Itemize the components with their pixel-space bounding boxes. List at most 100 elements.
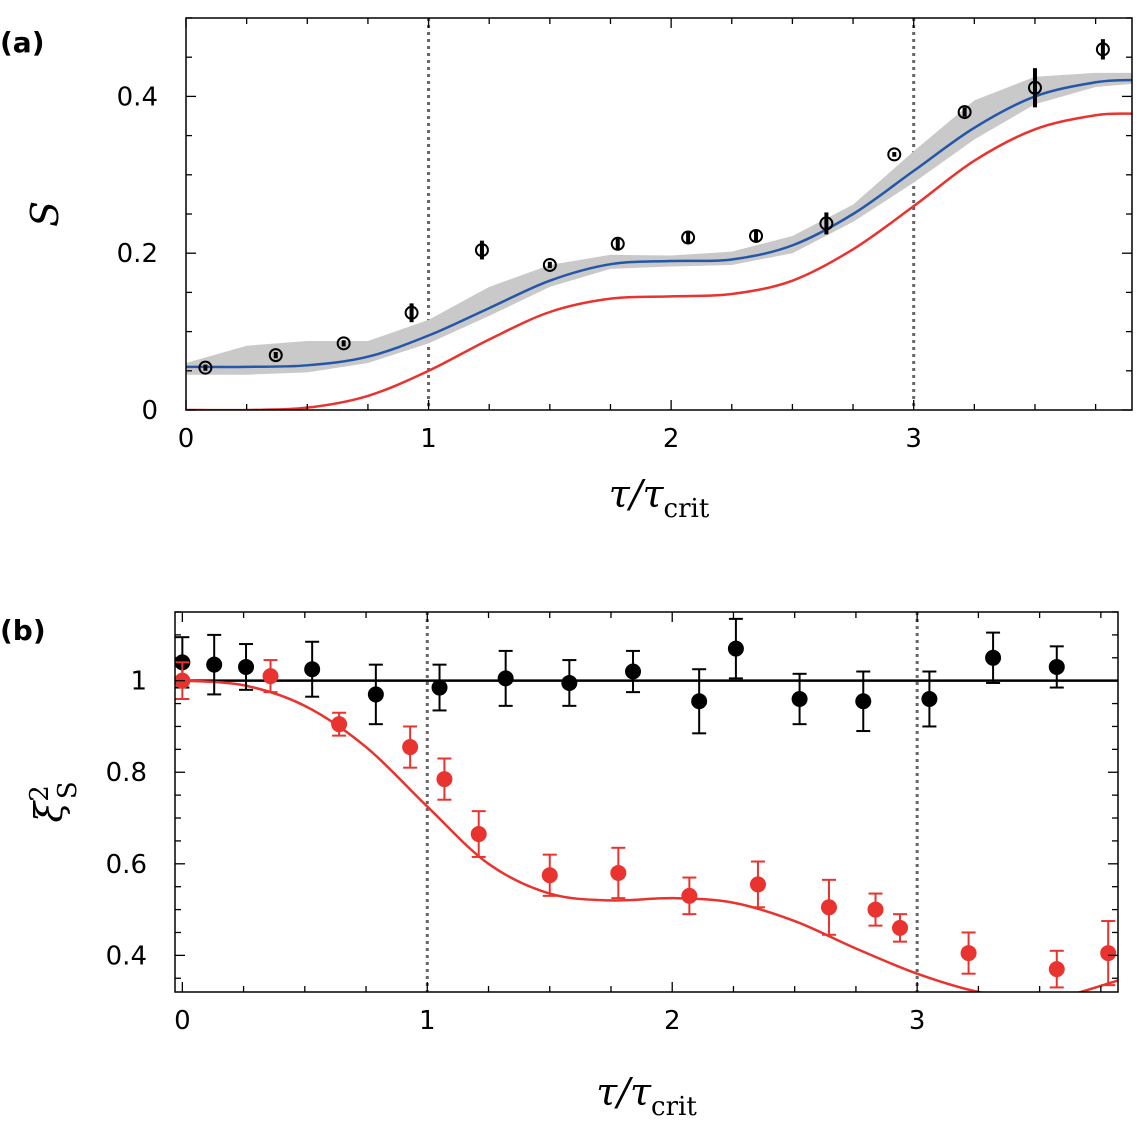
marker [610, 864, 627, 881]
data-point-red [820, 878, 837, 936]
data-point-red [402, 725, 419, 769]
marker [367, 686, 384, 703]
data-point-open [957, 105, 972, 120]
y-tick-label: 0.4 [117, 82, 158, 112]
theory-curve-blue [186, 78, 1132, 369]
data-point-red [331, 711, 348, 737]
marker [436, 771, 453, 788]
y-tick-label: 0 [141, 396, 158, 426]
marker [1048, 658, 1065, 675]
data-point-red [610, 846, 627, 900]
marker [474, 243, 489, 258]
marker [262, 668, 279, 685]
data-point-red [960, 931, 977, 975]
data-point-red [1048, 949, 1065, 989]
y-tick-label: 0.6 [106, 850, 147, 880]
marker [431, 679, 448, 696]
x-tick-label: 0 [178, 424, 195, 454]
data-point-open [336, 336, 351, 351]
marker [561, 674, 578, 691]
x-tick-label: 1 [420, 424, 437, 454]
marker [331, 716, 348, 733]
data-point-open [268, 348, 283, 363]
panel-label: (b) [0, 614, 46, 647]
data-point-open [819, 212, 834, 235]
data-point-red [681, 876, 698, 916]
data-point-open [1027, 68, 1042, 108]
panel-label: (a) [0, 26, 45, 59]
data-point-black [791, 672, 808, 726]
marker [541, 867, 558, 884]
marker [921, 690, 938, 707]
y-tick-label: 1 [130, 667, 147, 697]
plot-area [175, 612, 1118, 992]
theory-uncertainty-band [186, 72, 1132, 375]
marker [542, 257, 557, 272]
data-point-open [749, 228, 764, 243]
marker [304, 661, 321, 678]
marker [791, 690, 808, 707]
y-axis-title: S [23, 201, 67, 227]
marker [820, 899, 837, 916]
data-point-open [610, 236, 625, 251]
marker [892, 919, 909, 936]
marker [470, 826, 487, 843]
data-point-black [497, 649, 514, 707]
data-point-black [985, 631, 1002, 684]
data-point-black [1048, 645, 1065, 689]
marker [855, 693, 872, 710]
data-point-black [206, 633, 223, 696]
marker [749, 228, 764, 243]
x-axis-title: τ/τcrit [609, 472, 710, 524]
marker [238, 658, 255, 675]
data-point-black [304, 640, 321, 698]
marker [957, 105, 972, 120]
marker [404, 305, 419, 320]
data-point-black [625, 649, 642, 694]
y-tick-label: 0.4 [106, 941, 147, 971]
theory-curve-red [186, 112, 1132, 410]
data-point-black [238, 643, 255, 691]
plot-area [186, 18, 1132, 410]
data-point-red [749, 860, 766, 909]
data-point-open [198, 360, 213, 375]
data-point-red [436, 757, 453, 801]
marker [625, 663, 642, 680]
data-point-open [1095, 39, 1110, 60]
x-tick-label: 1 [419, 1006, 436, 1036]
marker [691, 693, 708, 710]
data-point-open [404, 303, 419, 323]
marker [402, 739, 419, 756]
theory-curve-red [175, 679, 1118, 992]
plot-frame [185, 17, 1133, 411]
marker [727, 640, 744, 657]
data-point-open [474, 240, 489, 260]
data-point-open [542, 257, 557, 272]
marker [610, 236, 625, 251]
data-point-black [855, 670, 872, 733]
marker [867, 901, 884, 918]
data-point-black [431, 663, 448, 712]
marker [819, 216, 834, 231]
marker [681, 230, 696, 245]
data-point-open [887, 147, 902, 162]
marker [749, 876, 766, 893]
marker [1048, 961, 1065, 978]
y-tick-label: 0.8 [106, 758, 147, 788]
marker [960, 945, 977, 962]
x-tick-label: 2 [664, 1006, 681, 1036]
data-point-black [727, 617, 744, 680]
marker [336, 336, 351, 351]
marker [681, 887, 698, 904]
marker [985, 649, 1002, 666]
panel-a: (a) 0 1 2 3 0 0.2 0.4 τ/τcrit S [0, 17, 1133, 524]
marker [497, 670, 514, 687]
data-point-red [541, 853, 558, 897]
data-point-red [470, 810, 487, 858]
plot-frame [174, 611, 1119, 993]
data-point-black [367, 663, 384, 726]
data-point-red [262, 659, 279, 694]
marker [887, 147, 902, 162]
data-point-red [1100, 920, 1117, 987]
